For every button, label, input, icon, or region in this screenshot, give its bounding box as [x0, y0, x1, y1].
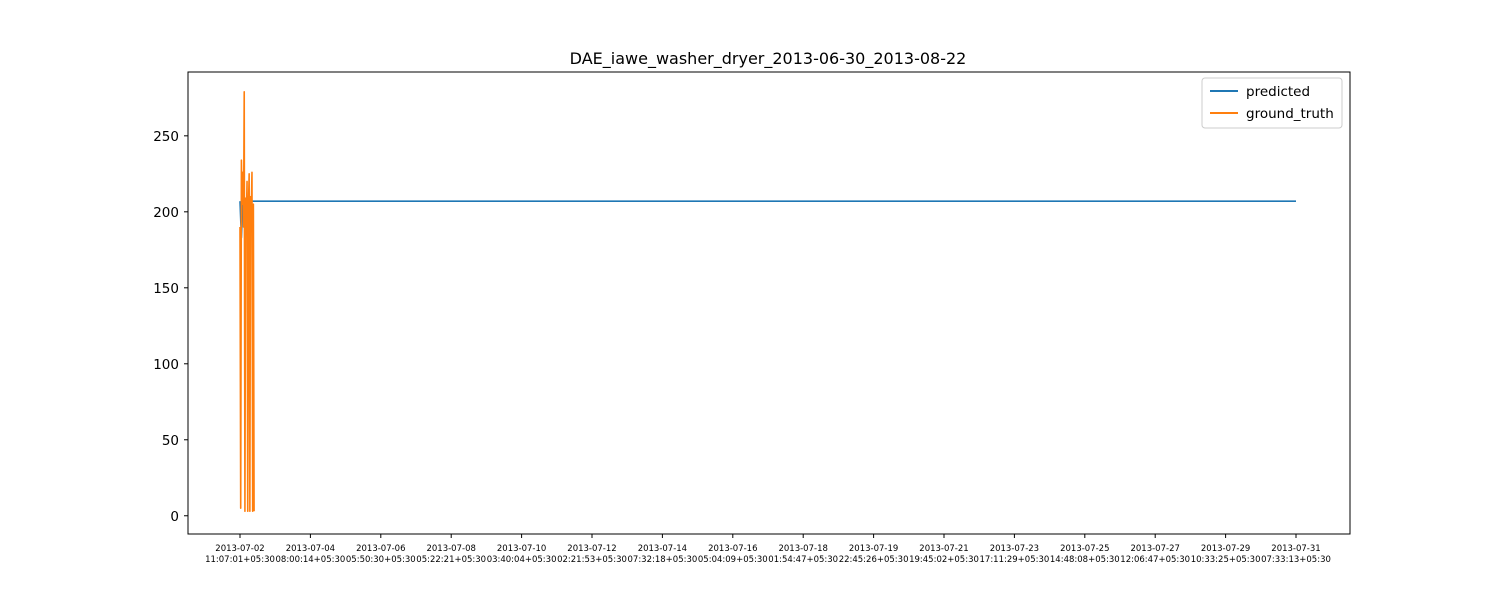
plot-frame: [187, 71, 1351, 535]
x-tick-label: 2013-07-21: [919, 544, 968, 554]
x-tick-label: 2013-07-19: [849, 544, 898, 554]
x-tick-label: 2013-07-18: [778, 544, 827, 554]
x-tick-label: 2013-07-25: [1060, 544, 1109, 554]
y-tick-label: 0: [170, 509, 179, 525]
x-tick-label: 2013-07-23: [990, 544, 1039, 554]
x-tick-label: 22:45:26+05:30: [839, 555, 909, 565]
x-tick-label: 08:00:14+05:30: [276, 555, 346, 565]
x-tick-label: 10:33:25+05:30: [1191, 555, 1261, 565]
legend: predicted ground_truth: [1201, 77, 1343, 129]
series-line-ground_truth: [239, 90, 255, 513]
x-tick-label: 2013-07-12: [567, 544, 616, 554]
x-tick-label: 07:32:18+05:30: [628, 555, 698, 565]
legend-label-predicted: predicted: [1246, 84, 1310, 100]
x-tick-label: 17:11:29+05:30: [980, 555, 1050, 565]
x-tick-label: 2013-07-06: [356, 544, 405, 554]
x-tick-label: 2013-07-16: [708, 544, 757, 554]
x-tick-label: 2013-07-10: [497, 544, 546, 554]
x-tick-label: 2013-07-02: [215, 544, 264, 554]
x-tick-label: 14:48:08+05:30: [1050, 555, 1120, 565]
series-line-predicted: [239, 200, 1296, 239]
x-tick-label: 07:33:13+05:30: [1261, 555, 1331, 565]
y-tick-label: 150: [153, 281, 179, 297]
x-tick-label: 03:40:04+05:30: [487, 555, 557, 565]
legend-label-ground_truth: ground_truth: [1246, 106, 1334, 122]
y-tick-label: 200: [153, 205, 179, 221]
x-tick-label: 11:07:01+05:30: [205, 555, 275, 565]
y-tick-label: 100: [153, 357, 179, 373]
y-tick-label: 250: [153, 129, 179, 145]
x-tick-label: 2013-07-08: [426, 544, 475, 554]
x-tick-label: 19:45:02+05:30: [909, 555, 979, 565]
plot-area: [239, 90, 1296, 513]
chart-title: DAE_iawe_washer_dryer_2013-06-30_2013-08…: [570, 49, 967, 69]
x-tick-label: 01:54:47+05:30: [768, 555, 838, 565]
x-tick-label: 2013-07-14: [638, 544, 687, 554]
x-tick-label: 2013-07-27: [1130, 544, 1179, 554]
y-tick-label: 50: [162, 433, 179, 449]
x-tick-label: 05:22:21+05:30: [416, 555, 486, 565]
x-tick-label: 2013-07-04: [286, 544, 335, 554]
x-tick-label: 2013-07-31: [1271, 544, 1320, 554]
x-tick-label: 2013-07-29: [1201, 544, 1250, 554]
x-tick-label: 02:21:53+05:30: [557, 555, 627, 565]
x-tick-label: 12:06:47+05:30: [1120, 555, 1190, 565]
x-tick-label: 05:50:30+05:30: [346, 555, 416, 565]
x-tick-label: 05:04:09+05:30: [698, 555, 768, 565]
